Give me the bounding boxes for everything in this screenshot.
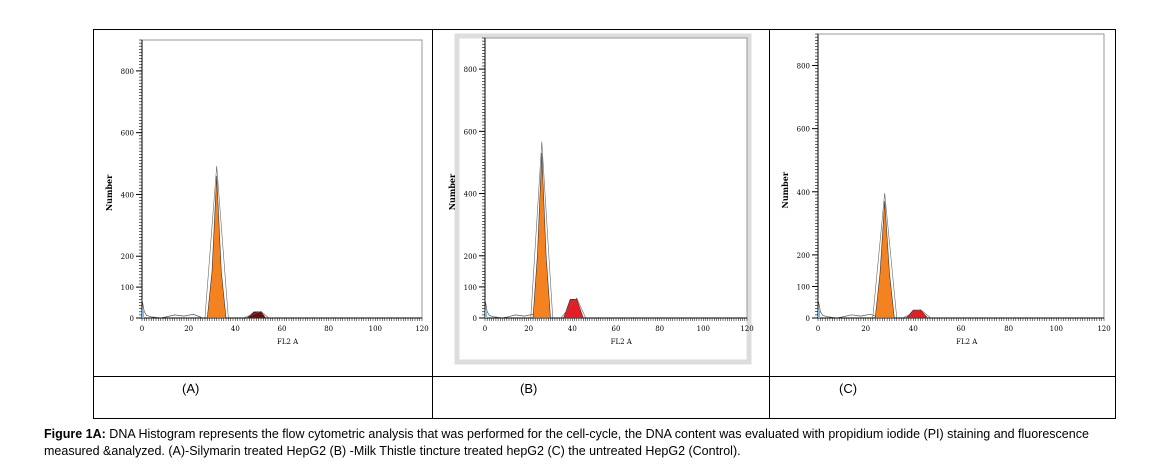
y-tick-label: 200 xyxy=(464,253,477,261)
y-tick-label: 0 xyxy=(806,315,810,323)
x-tick-label: 20 xyxy=(861,325,870,333)
peak-outline-trace xyxy=(204,165,229,318)
x-tick-label: 100 xyxy=(1050,325,1063,333)
panel-label-c: (C) xyxy=(839,381,858,396)
panel-shadow-frame xyxy=(454,33,752,365)
peak-outline-trace xyxy=(244,311,269,318)
row-divider xyxy=(94,376,1115,377)
x-tick-label: 100 xyxy=(369,325,382,333)
histogram-panel-b: 0 100 200 400 600 800 0 20 40 60 80 100 120 FL2 A Numb… xyxy=(447,33,754,365)
x-tick-label: 20 xyxy=(524,325,533,333)
x-tick-label: 120 xyxy=(740,325,753,333)
figure-table: 0 100 200 400 600 800 0 20 40 60 80 100 120 FL2 A Numb… xyxy=(93,29,1116,419)
g2m-peak xyxy=(246,311,267,319)
x-tick-label: 80 xyxy=(1004,325,1013,333)
y-tick-label: 600 xyxy=(121,130,134,138)
x-tick-label: 80 xyxy=(655,325,664,333)
panel-label-b: (B) xyxy=(520,381,538,396)
g2m-peak xyxy=(563,299,584,319)
peak-outline-trace xyxy=(530,141,553,318)
x-tick-label: 60 xyxy=(957,325,966,333)
y-tick-label: 600 xyxy=(464,128,477,136)
x-axis-label: FL2 A xyxy=(956,338,978,346)
x-tick-label: 80 xyxy=(324,325,333,333)
y-tick-label: 200 xyxy=(121,253,134,261)
histogram-outline xyxy=(484,299,542,319)
caption-title: Figure 1A: xyxy=(44,427,106,441)
y-axis-label: Number xyxy=(447,173,457,210)
peak-outline-trace xyxy=(561,297,586,318)
x-axis-label: FL2 A xyxy=(277,338,299,346)
y-tick-label: 200 xyxy=(797,252,810,260)
y-tick-label: 800 xyxy=(121,68,134,76)
y-axis-label: Number xyxy=(104,174,114,211)
x-tick-label: 100 xyxy=(697,325,710,333)
x-axis-label: FL2 A xyxy=(611,338,633,346)
plot-frame xyxy=(141,39,423,319)
x-tick-label: 0 xyxy=(483,325,487,333)
histogram-panel-c: 0 100 200 400 600 800 0 20 40 60 80 100 120 FL2 A Numb… xyxy=(780,33,1111,346)
y-tick-label: 600 xyxy=(797,126,810,134)
y-tick-label: 0 xyxy=(473,315,477,323)
g1-peak xyxy=(532,153,551,319)
x-tick-label: 120 xyxy=(415,325,428,333)
histogram-outline xyxy=(817,299,881,319)
x-tick-label: 120 xyxy=(1097,325,1110,333)
x-tick-label: 40 xyxy=(568,325,577,333)
x-tick-label: 20 xyxy=(184,325,193,333)
figure-caption: Figure 1A: DNA Histogram represents the … xyxy=(44,426,1114,460)
histogram-panel-a: 0 100 200 400 600 800 0 20 40 60 80 100 120 FL2 A Numb… xyxy=(104,39,429,346)
y-tick-label: 100 xyxy=(464,284,477,292)
panel-label-a: (A) xyxy=(182,381,200,396)
g1-peak xyxy=(206,175,227,319)
caption-text: DNA Histogram represents the flow cytome… xyxy=(44,427,1089,458)
cell-divider xyxy=(432,30,433,418)
plot-frame xyxy=(817,33,1105,319)
g1-peak xyxy=(874,201,895,319)
peak-outline-trace xyxy=(872,193,897,318)
debris-sliver xyxy=(485,310,487,318)
x-tick-label: 40 xyxy=(231,325,240,333)
cell-divider xyxy=(769,30,770,418)
plot-frame xyxy=(484,37,748,319)
x-tick-label: 40 xyxy=(909,325,918,333)
y-tick-label: 800 xyxy=(464,66,477,74)
y-tick-label: 800 xyxy=(797,63,810,71)
x-tick-label: 0 xyxy=(816,325,820,333)
y-tick-label: 100 xyxy=(121,284,134,292)
g2m-peak xyxy=(905,309,929,319)
x-tick-label: 60 xyxy=(612,325,621,333)
y-tick-label: 100 xyxy=(797,283,810,291)
y-tick-label: 400 xyxy=(797,189,810,197)
x-tick-label: 0 xyxy=(140,325,144,333)
debris-sliver xyxy=(142,310,144,318)
y-tick-label: 400 xyxy=(464,191,477,199)
y-tick-label: 400 xyxy=(121,191,134,199)
y-tick-label: 0 xyxy=(130,315,134,323)
y-axis-label: Number xyxy=(780,171,790,208)
x-tick-label: 60 xyxy=(278,325,287,333)
peak-outline-trace xyxy=(903,309,931,318)
debris-sliver xyxy=(818,310,820,318)
histogram-outline xyxy=(141,299,203,319)
